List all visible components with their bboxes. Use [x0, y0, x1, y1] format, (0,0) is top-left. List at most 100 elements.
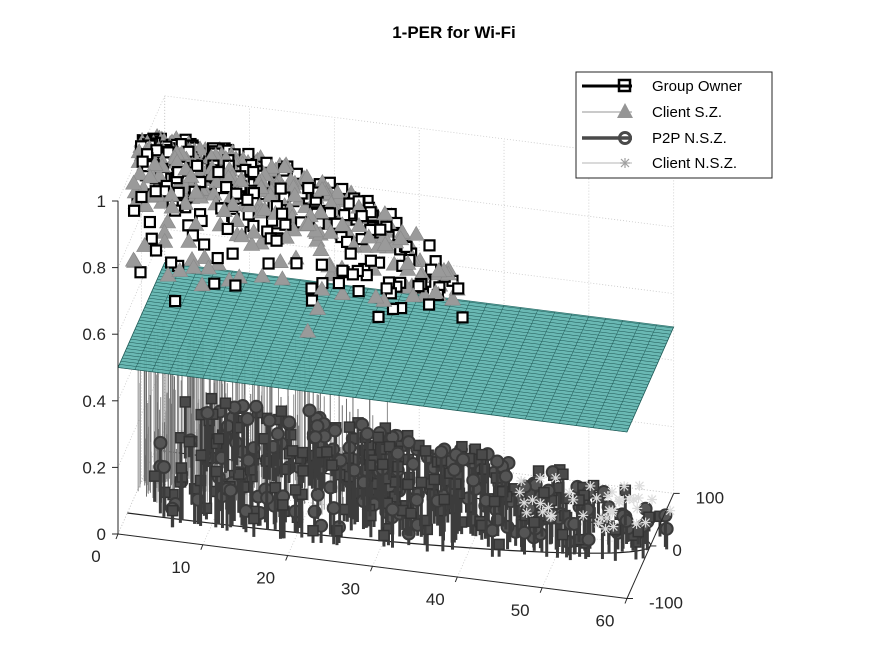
surface-mesh-line — [117, 367, 628, 433]
p2p-marker — [166, 504, 179, 517]
surface-mesh-line — [321, 288, 369, 394]
group-owner-marker — [149, 244, 163, 257]
p2p-marker — [364, 459, 376, 472]
client-sz-marker — [313, 280, 331, 296]
grid-line — [117, 228, 166, 335]
p2p-marker — [476, 448, 488, 461]
client-nsz-marker — [535, 473, 546, 484]
p2p-marker — [557, 468, 569, 480]
surface-mesh-line — [592, 322, 640, 428]
surface-mesh-line — [474, 307, 522, 413]
legend-entry-group-owner: Group Owner — [582, 78, 742, 95]
surface-mesh-line — [185, 270, 233, 377]
group-owner-marker — [315, 258, 328, 271]
p2p-marker — [377, 458, 389, 471]
p2p-marker — [302, 403, 317, 418]
group-owner-marker — [336, 264, 349, 277]
surface-mesh-line — [155, 282, 665, 348]
x-tick-mark — [285, 555, 289, 561]
surface-mesh-line — [304, 285, 352, 392]
client-sz-marker — [196, 248, 214, 264]
client-nsz-marker — [640, 517, 651, 528]
client-sz-marker — [163, 198, 181, 214]
group-owner-marker — [165, 256, 178, 269]
client-sz-marker — [233, 227, 251, 243]
client-sz-marker — [124, 251, 142, 267]
client-sz-marker — [276, 158, 294, 174]
client-sz-marker — [159, 213, 177, 229]
client-sz-marker — [125, 174, 143, 190]
group-owner-marker — [290, 257, 303, 270]
group-owner-marker — [247, 165, 260, 179]
client-sz-marker — [333, 285, 351, 300]
client-nsz-marker — [585, 481, 596, 492]
p2p-marker — [406, 457, 421, 472]
p2p-marker — [233, 468, 245, 480]
x-tick-label: 40 — [426, 590, 445, 609]
surface-mesh-line — [123, 354, 633, 420]
client-sz-marker — [299, 322, 317, 338]
p2p-marker — [466, 473, 481, 488]
group-owner-marker — [127, 204, 141, 217]
p2p-marker — [260, 455, 273, 467]
client-sz-marker — [180, 232, 198, 248]
surface-plane — [117, 261, 675, 433]
x-tick-mark — [624, 598, 628, 604]
client-sz-marker — [313, 181, 331, 196]
p2p-marker — [438, 493, 451, 506]
p2p-marker — [493, 538, 505, 551]
client-sz-marker — [271, 253, 289, 269]
p2p-marker — [248, 512, 260, 525]
surface-mesh-line — [134, 329, 644, 395]
p2p-marker — [326, 501, 341, 516]
group-owner-marker — [279, 218, 292, 231]
client-nsz-marker — [634, 480, 645, 491]
p2p-marker — [498, 469, 513, 484]
z-tick-label: 0.2 — [82, 458, 106, 477]
client-sz-marker — [182, 167, 200, 183]
group-owner-marker — [412, 280, 425, 293]
surface-mesh-line — [117, 262, 165, 368]
surface-mesh-line — [541, 316, 590, 422]
client-nsz-marker — [607, 507, 618, 518]
z-tick-label: 1 — [97, 192, 106, 211]
client-nsz-marker — [578, 510, 589, 521]
group-owner-marker — [168, 295, 182, 308]
p2p-marker — [447, 462, 462, 477]
p2p-marker — [153, 435, 168, 450]
surface-mesh-line — [158, 275, 668, 341]
p2p-marker — [213, 433, 225, 445]
legend-entry-client-sz: Client S.Z. — [582, 103, 722, 121]
surface-mesh-line — [151, 291, 661, 357]
p2p-marker — [297, 446, 309, 459]
client-nsz-marker — [600, 523, 611, 534]
p2p-marker — [310, 487, 325, 502]
p2p-marker — [415, 476, 428, 489]
client-sz-marker — [376, 235, 394, 251]
surface-mesh-line — [150, 294, 660, 360]
legend-entry-client-nsz: Client N.S.Z. — [582, 155, 737, 172]
y-tick-label: -100 — [649, 594, 683, 613]
surface-mesh-line — [126, 348, 636, 414]
p2p-marker — [331, 525, 343, 537]
group-owner-marker — [208, 277, 221, 290]
p2p-marker — [405, 507, 417, 519]
group-owner-marker — [270, 234, 283, 247]
p2p-marker — [179, 396, 192, 408]
surface-mesh-line — [127, 345, 637, 411]
p2p-marker — [321, 446, 333, 458]
group-owner-marker — [305, 294, 319, 307]
surface-mesh-line — [122, 357, 632, 423]
client-sz-marker — [356, 237, 374, 253]
chart-title: 1-PER for Wi-Fi — [392, 23, 516, 42]
p2p-marker — [383, 440, 396, 453]
p2p-marker — [390, 446, 405, 461]
client-sz-marker — [333, 216, 351, 232]
group-owner-marker — [332, 276, 346, 290]
x-tick-label: 50 — [511, 601, 530, 620]
x-tick-mark — [200, 544, 204, 550]
surface-mesh-line — [219, 275, 267, 381]
grid-line — [117, 162, 166, 268]
